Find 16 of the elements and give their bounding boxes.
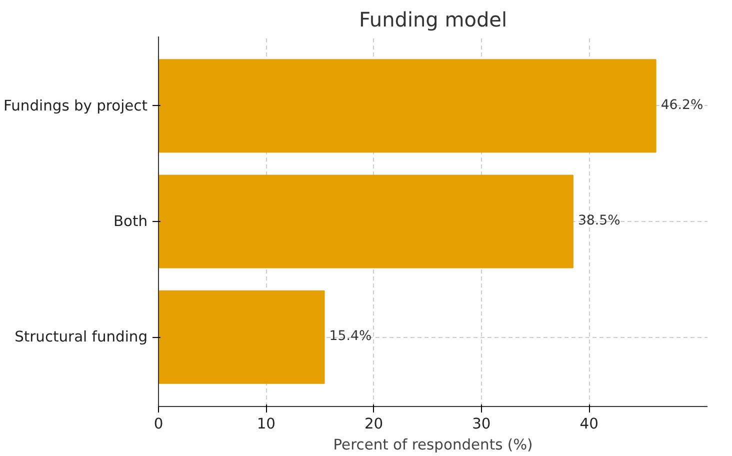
data-label: 46.2% bbox=[660, 98, 704, 113]
bar bbox=[158, 174, 574, 268]
x-tick-label: 40 bbox=[580, 416, 598, 432]
x-tick-label: 10 bbox=[256, 416, 276, 432]
chart-title: Funding model bbox=[358, 8, 508, 32]
bar bbox=[158, 290, 325, 384]
x-tick-label: 20 bbox=[364, 416, 384, 432]
data-label: 38.5% bbox=[578, 214, 620, 228]
x-axis-title: Percent of respondents (%) bbox=[333, 436, 533, 454]
x-tick-label: 0 bbox=[154, 416, 164, 432]
data-label: 15.4% bbox=[329, 329, 372, 344]
bar bbox=[158, 59, 656, 153]
x-tick-label: 30 bbox=[472, 416, 491, 432]
y-tick-label: Structural funding bbox=[14, 328, 148, 346]
y-tick-label: Fundings by project bbox=[4, 97, 148, 114]
y-tick-label: Both bbox=[113, 213, 148, 230]
